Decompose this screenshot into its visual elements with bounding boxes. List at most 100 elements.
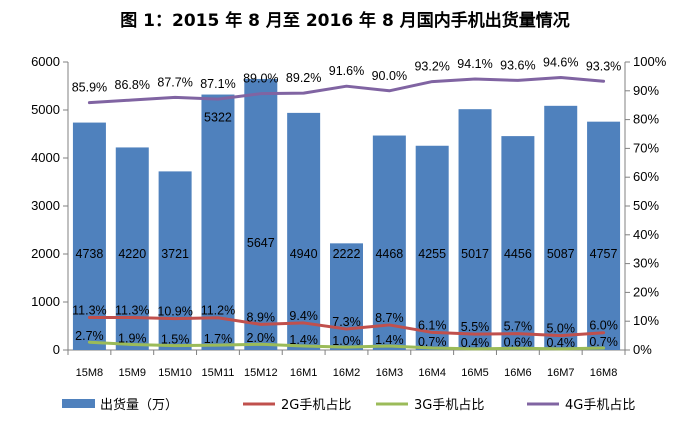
- bar-value-label: 5087: [547, 247, 575, 261]
- y2-tick-label: 0%: [633, 342, 652, 357]
- line-value-label: 5.5%: [461, 320, 490, 334]
- x-tick-label: 16M2: [333, 367, 361, 379]
- bar-value-label: 5322: [204, 111, 232, 125]
- bar: [158, 171, 192, 350]
- line-value-label: 11.3%: [115, 303, 150, 317]
- bar: [544, 105, 578, 350]
- line-value-label: 0.4%: [546, 336, 575, 350]
- line-value-label: 1.4%: [289, 333, 318, 347]
- x-tick-label: 16M8: [590, 367, 618, 379]
- bar-value-label: 3721: [161, 247, 189, 261]
- series-line: [87, 315, 606, 338]
- line-value-label: 89.0%: [243, 72, 278, 86]
- x-tick-label: 16M5: [461, 367, 489, 379]
- y-tick-label: 0: [53, 342, 60, 357]
- y-tick-label: 6000: [31, 54, 60, 69]
- y2-tick-label: 70%: [633, 140, 659, 155]
- legend-label: 3G手机占比: [414, 398, 484, 413]
- y-tick-label: 4000: [31, 150, 60, 165]
- line-value-label: 11.3%: [72, 303, 107, 317]
- legend: 出货量（万） 2G手机占比 3G手机占比 4G手机占比: [62, 397, 635, 413]
- y2-tick-label: 100%: [633, 54, 667, 69]
- bar-value-label: 2222: [333, 247, 361, 261]
- line-value-label: 5.0%: [546, 322, 575, 336]
- bar-value-label: 4468: [375, 247, 403, 261]
- legend-label: 4G手机占比: [565, 398, 635, 413]
- y2-tick-label: 10%: [633, 313, 659, 328]
- line-value-label: 10.9%: [157, 305, 192, 319]
- bar-value-label: 5017: [461, 247, 489, 261]
- line-value-label: 11.2%: [201, 304, 236, 318]
- bar: [72, 122, 106, 351]
- y2-tick-label: 50%: [633, 198, 659, 213]
- bar: [501, 136, 535, 350]
- x-tick-label: 16M4: [418, 367, 446, 379]
- x-tick-label: 15M11: [202, 367, 235, 379]
- y-tick-label: 5000: [31, 102, 60, 117]
- line-value-label: 0.7%: [418, 335, 447, 349]
- bar: [287, 112, 321, 350]
- line-value-label: 86.8%: [115, 78, 150, 92]
- line-value-label: 0.7%: [589, 335, 618, 349]
- line-value-label: 8.7%: [375, 311, 404, 325]
- y-tick-label: 3000: [31, 198, 60, 213]
- line-value-label: 94.6%: [543, 56, 578, 70]
- y2-tick-label: 80%: [633, 112, 659, 127]
- legend-item: 3G手机占比: [376, 398, 484, 413]
- line-value-label: 5.7%: [504, 320, 533, 334]
- lines: [87, 76, 606, 351]
- bar: [372, 135, 406, 350]
- data-labels: 4738 4220 3721 5322 5647 4940 2222 4468 4255 5017…: [72, 56, 622, 350]
- y2-tick-label: 30%: [633, 256, 659, 271]
- line-value-label: 2.0%: [247, 331, 276, 345]
- y-tick-label: 1000: [31, 294, 60, 309]
- legend-label: 2G手机占比: [281, 398, 351, 413]
- x-tick-label: 15M9: [119, 367, 147, 379]
- bar-value-label: 4255: [418, 247, 446, 261]
- bar: [201, 94, 235, 350]
- line-value-label: 93.2%: [414, 60, 449, 74]
- legend-item: 4G手机占比: [527, 398, 635, 413]
- bar-value-label: 4738: [76, 247, 104, 261]
- bar-value-label: 4940: [290, 247, 318, 261]
- chart-title: 图 1：2015 年 8 月至 2016 年 8 月国内手机出货量情况: [120, 11, 570, 31]
- line-value-label: 6.1%: [418, 318, 447, 332]
- legend-label: 出货量（万）: [100, 397, 178, 413]
- line-value-label: 93.3%: [586, 59, 621, 73]
- legend-item: 出货量（万）: [62, 397, 178, 413]
- x-tick-label: 16M7: [547, 367, 575, 379]
- line-value-label: 93.6%: [500, 58, 535, 72]
- line-value-label: 1.5%: [161, 333, 190, 347]
- bar: [458, 109, 492, 351]
- line-value-label: 87.7%: [157, 75, 192, 89]
- y2-tick-label: 90%: [633, 83, 659, 98]
- line-value-label: 89.2%: [286, 71, 321, 85]
- line-value-label: 94.1%: [457, 57, 492, 71]
- line-value-label: 0.6%: [504, 335, 533, 349]
- bar: [330, 243, 363, 350]
- series-line: [87, 340, 606, 351]
- line-value-label: 1.7%: [204, 332, 233, 346]
- x-tick-label: 15M8: [76, 367, 104, 379]
- bar: [415, 145, 449, 350]
- line-value-label: 8.9%: [247, 310, 276, 324]
- bar-value-label: 4220: [118, 247, 146, 261]
- line-value-label: 1.9%: [118, 332, 147, 346]
- legend-item: 2G手机占比: [243, 398, 351, 413]
- line-value-label: 7.3%: [332, 315, 361, 329]
- line-value-label: 2.7%: [75, 329, 104, 343]
- y2-tick-label: 20%: [633, 284, 659, 299]
- line-value-label: 91.6%: [329, 64, 364, 78]
- x-tick-label: 16M1: [290, 367, 318, 379]
- bar: [244, 78, 278, 350]
- series-line: [87, 76, 606, 105]
- x-tick-label: 16M6: [504, 367, 532, 379]
- line-value-label: 85.9%: [72, 81, 107, 95]
- line-value-label: 0.4%: [461, 336, 490, 350]
- legend-swatch: [62, 399, 95, 408]
- x-tick-label: 15M12: [244, 367, 278, 379]
- x-tick-label: 16M3: [376, 367, 404, 379]
- bar-value-label: 5647: [247, 236, 275, 250]
- y-tick-label: 2000: [31, 246, 60, 261]
